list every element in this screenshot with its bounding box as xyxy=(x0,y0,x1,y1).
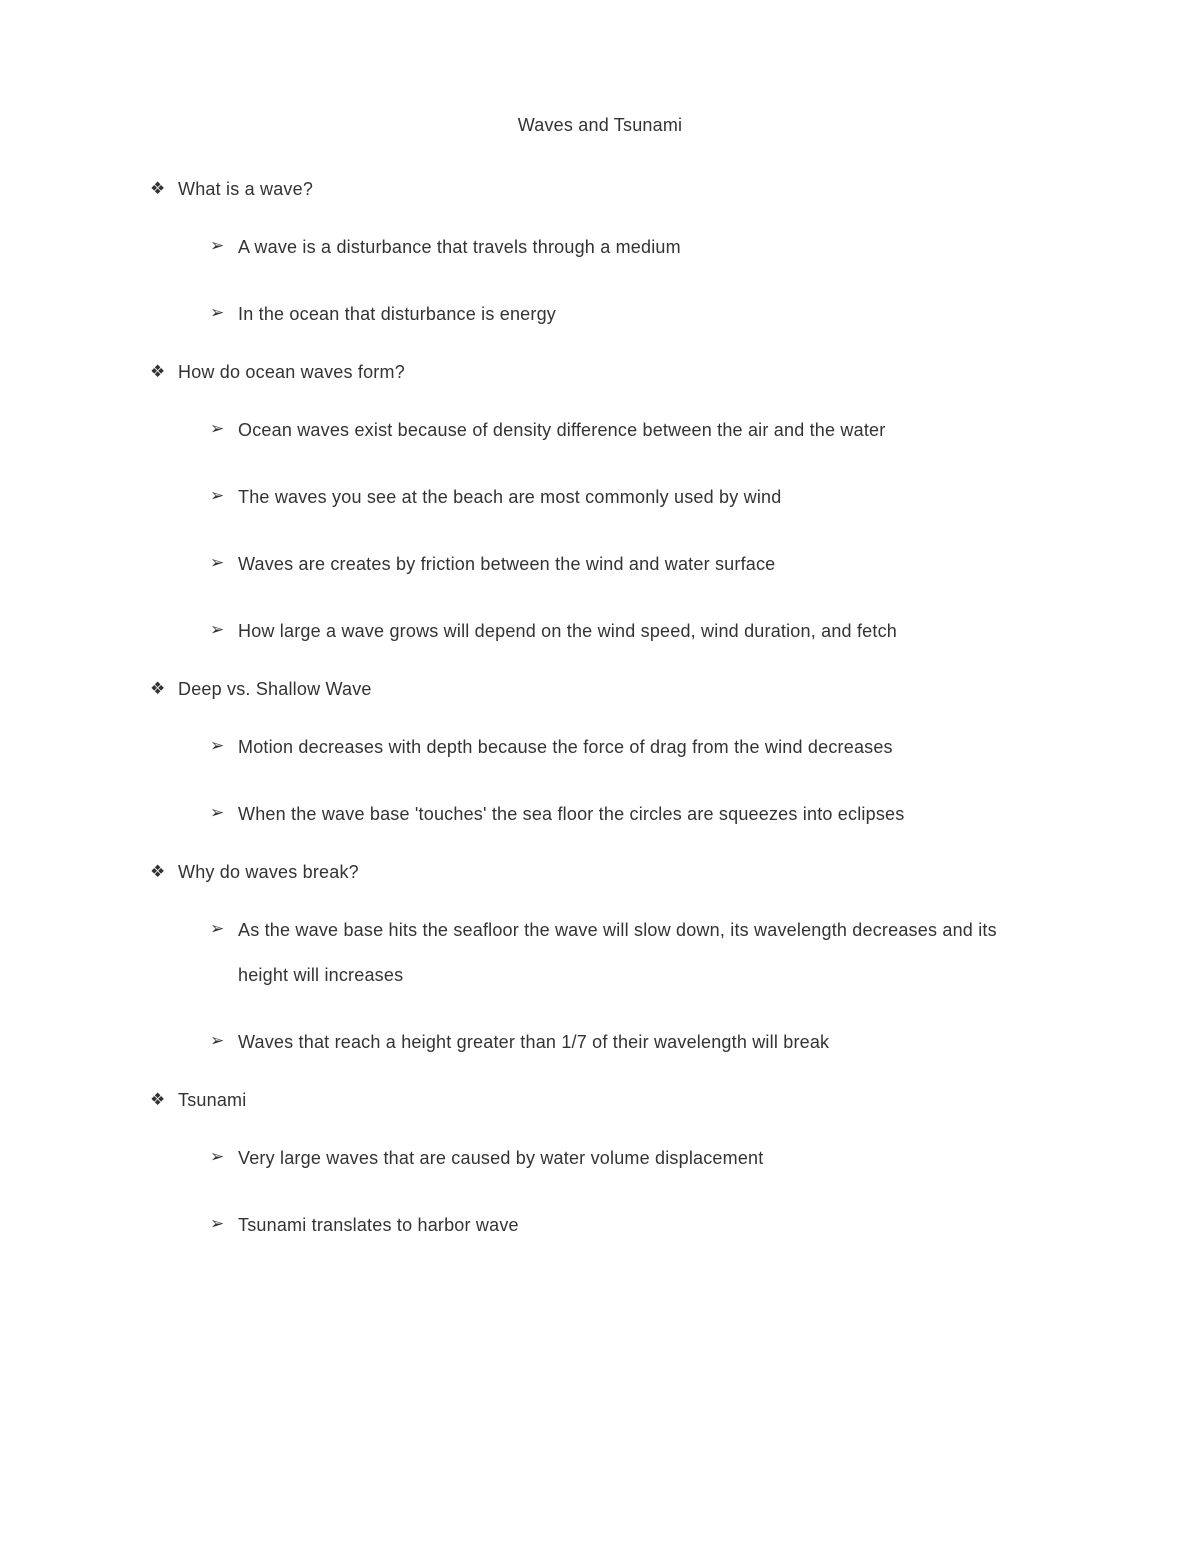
list-item: ➢Tsunami translates to harbor wave xyxy=(210,1203,1050,1248)
section-heading-text: Tsunami xyxy=(178,1087,1050,1114)
list-item: ➢Waves are creates by friction between t… xyxy=(210,542,1050,587)
list-item-text: Waves are creates by friction between th… xyxy=(238,542,1050,587)
section-heading-text: Deep vs. Shallow Wave xyxy=(178,676,1050,703)
list-item: ➢Ocean waves exist because of density di… xyxy=(210,408,1050,453)
list-item: ➢A wave is a disturbance that travels th… xyxy=(210,225,1050,270)
diamond-bullet-icon: ❖ xyxy=(150,859,178,885)
section-heading: ❖What is a wave? xyxy=(150,176,1050,203)
list-item: ➢Very large waves that are caused by wat… xyxy=(210,1136,1050,1181)
section-heading: ❖How do ocean waves form? xyxy=(150,359,1050,386)
list-item: ➢The waves you see at the beach are most… xyxy=(210,475,1050,520)
arrow-bullet-icon: ➢ xyxy=(210,1136,238,1179)
list-item-text: Very large waves that are caused by wate… xyxy=(238,1136,1050,1181)
arrow-bullet-icon: ➢ xyxy=(210,792,238,835)
arrow-bullet-icon: ➢ xyxy=(210,1020,238,1063)
arrow-bullet-icon: ➢ xyxy=(210,908,238,951)
diamond-bullet-icon: ❖ xyxy=(150,676,178,702)
page-title: Waves and Tsunami xyxy=(150,115,1050,136)
section-heading: ❖Deep vs. Shallow Wave xyxy=(150,676,1050,703)
arrow-bullet-icon: ➢ xyxy=(210,725,238,768)
list-item-text: When the wave base 'touches' the sea flo… xyxy=(238,792,1050,837)
arrow-bullet-icon: ➢ xyxy=(210,542,238,585)
list-item-text: A wave is a disturbance that travels thr… xyxy=(238,225,1050,270)
list-item-text: How large a wave grows will depend on th… xyxy=(238,609,1050,654)
list-item-text: The waves you see at the beach are most … xyxy=(238,475,1050,520)
list-item-text: In the ocean that disturbance is energy xyxy=(238,292,1050,337)
list-item: ➢How large a wave grows will depend on t… xyxy=(210,609,1050,654)
diamond-bullet-icon: ❖ xyxy=(150,359,178,385)
list-item: ➢As the wave base hits the seafloor the … xyxy=(210,908,1050,998)
diamond-bullet-icon: ❖ xyxy=(150,176,178,202)
list-item-text: Motion decreases with depth because the … xyxy=(238,725,1050,770)
arrow-bullet-icon: ➢ xyxy=(210,292,238,335)
document-page: Waves and Tsunami ❖What is a wave?➢A wav… xyxy=(0,0,1200,1553)
section-heading: ❖Tsunami xyxy=(150,1087,1050,1114)
arrow-bullet-icon: ➢ xyxy=(210,1203,238,1246)
list-item: ➢In the ocean that disturbance is energy xyxy=(210,292,1050,337)
section-heading: ❖Why do waves break? xyxy=(150,859,1050,886)
section-heading-text: Why do waves break? xyxy=(178,859,1050,886)
diamond-bullet-icon: ❖ xyxy=(150,1087,178,1113)
list-item-text: Ocean waves exist because of density dif… xyxy=(238,408,1050,453)
list-item: ➢Motion decreases with depth because the… xyxy=(210,725,1050,770)
arrow-bullet-icon: ➢ xyxy=(210,475,238,518)
list-item: ➢Waves that reach a height greater than … xyxy=(210,1020,1050,1065)
section-heading-text: What is a wave? xyxy=(178,176,1050,203)
list-item: ➢When the wave base 'touches' the sea fl… xyxy=(210,792,1050,837)
arrow-bullet-icon: ➢ xyxy=(210,609,238,652)
list-item-text: Tsunami translates to harbor wave xyxy=(238,1203,1050,1248)
section-heading-text: How do ocean waves form? xyxy=(178,359,1050,386)
arrow-bullet-icon: ➢ xyxy=(210,225,238,268)
list-item-text: Waves that reach a height greater than 1… xyxy=(238,1020,1050,1065)
list-item-text: As the wave base hits the seafloor the w… xyxy=(238,908,1050,998)
outline-container: ❖What is a wave?➢A wave is a disturbance… xyxy=(150,176,1050,1248)
arrow-bullet-icon: ➢ xyxy=(210,408,238,451)
